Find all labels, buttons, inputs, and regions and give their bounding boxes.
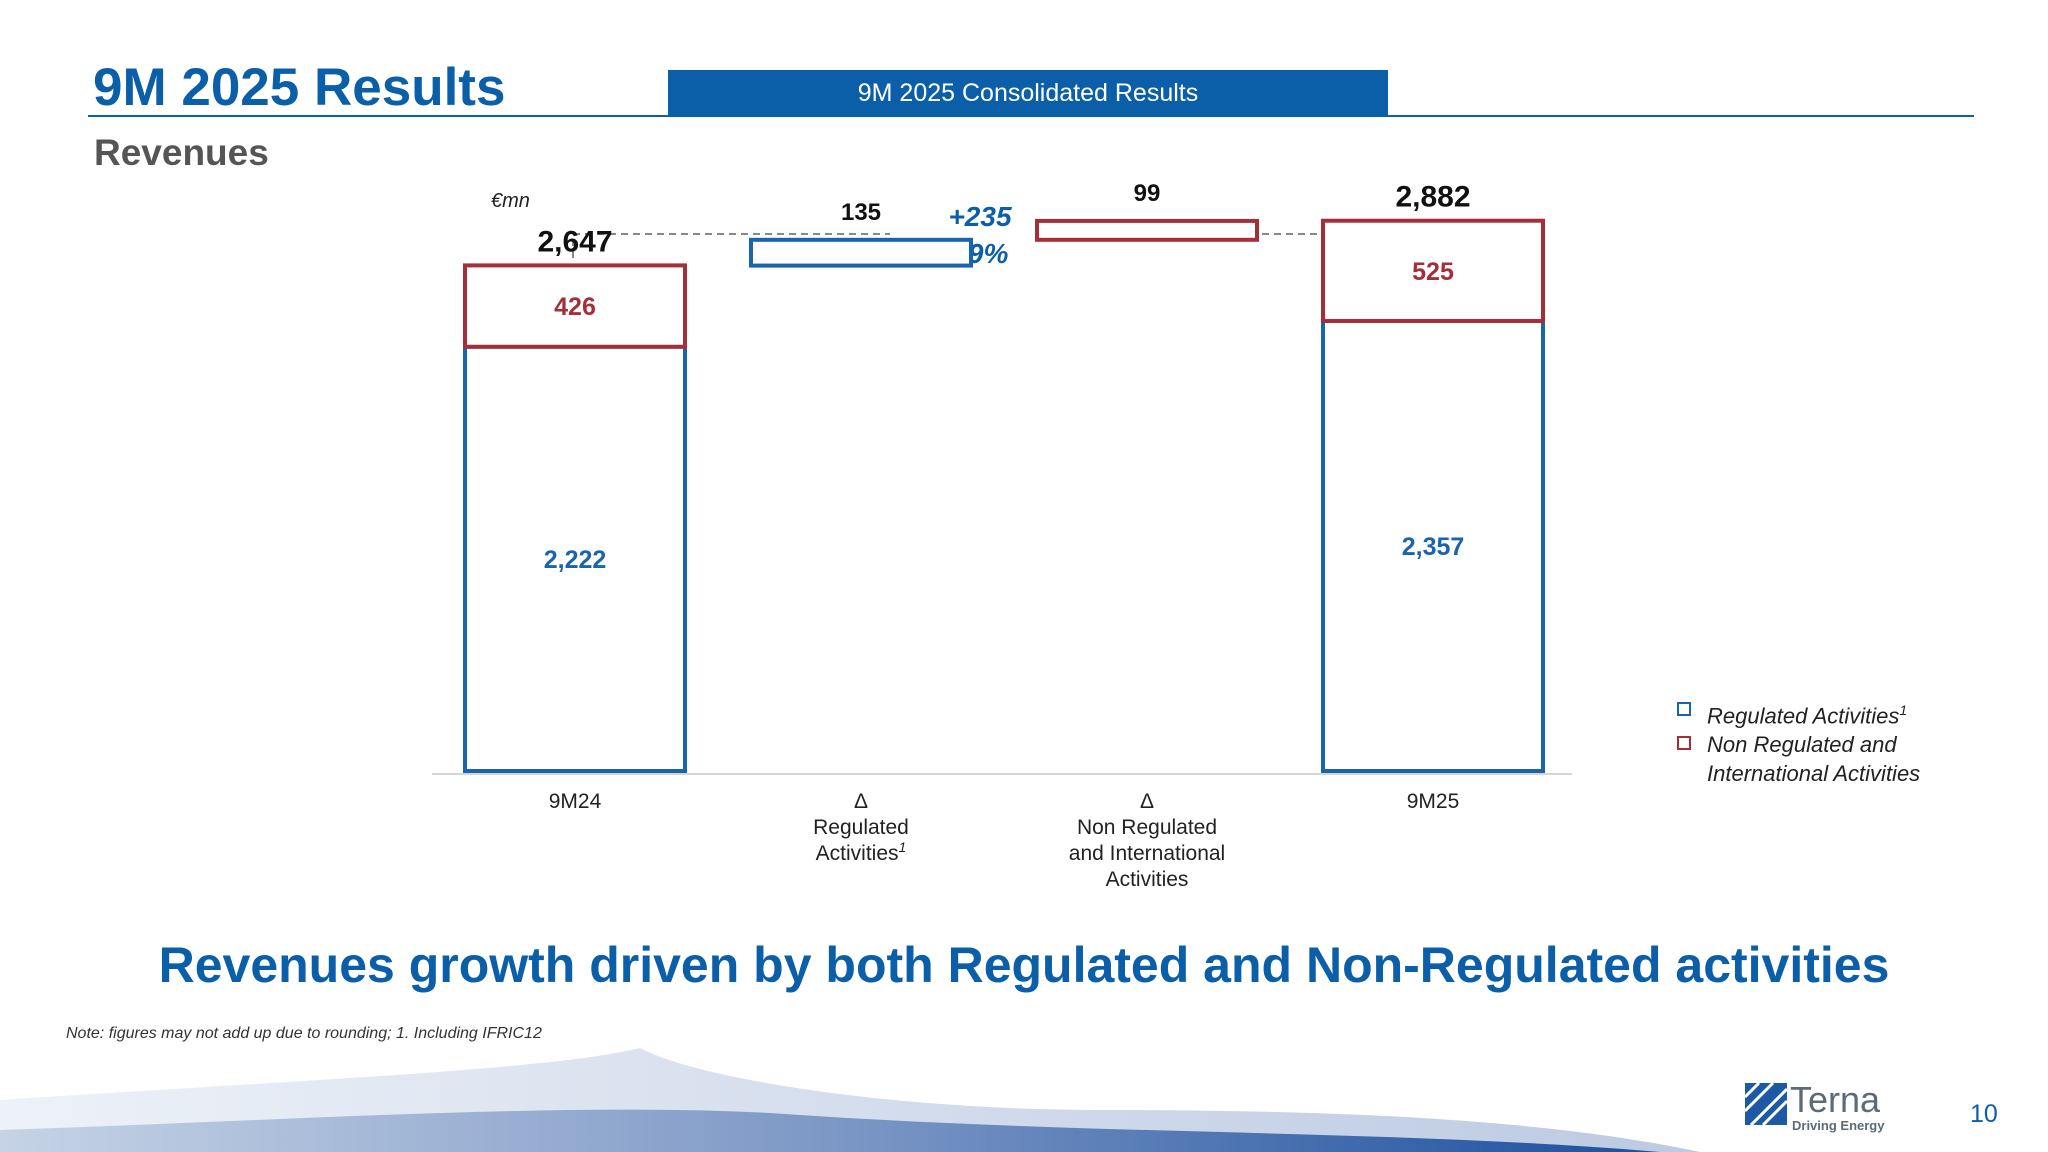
- bar-0-non-regulated-label: 426: [554, 293, 596, 321]
- legend-label-non-regulated-line2: International Activities: [1707, 761, 1921, 787]
- category-label-1-line-1: Regulated: [813, 816, 909, 839]
- footnote: Note: figures may not add up due to roun…: [66, 1025, 542, 1042]
- page-subtitle: Revenues: [94, 132, 269, 173]
- category-footnote-marker: 1: [899, 839, 907, 855]
- bar-2-delta-label: 99: [1134, 180, 1161, 207]
- bar-2-delta: [1035, 218, 1259, 242]
- bar-3-non-regulated: [1321, 218, 1545, 323]
- terna-logo-icon: [1745, 1083, 1787, 1125]
- category-label-3-line-0: 9M25: [1407, 790, 1460, 813]
- unit-label: €mn: [491, 190, 530, 212]
- chart-legend: Regulated Activities1 Non Regulated and …: [1677, 696, 1920, 788]
- legend-swatch-non-regulated: [1677, 736, 1691, 751]
- legend-item-regulated: Regulated Activities1: [1677, 696, 1920, 730]
- brand-name: Terna: [1790, 1079, 1881, 1120]
- key-message: Revenues growth driven by both Regulated…: [158, 937, 1890, 993]
- bar-1-delta: [749, 237, 973, 268]
- bar-0-total-label: 2,647: [537, 225, 612, 258]
- bar-3-regulated-label: 2,357: [1402, 533, 1465, 561]
- category-label-2-line-3: Activities: [1106, 868, 1189, 891]
- category-label-2-line-2: and International: [1069, 842, 1225, 865]
- section-band: 9M 2025 Consolidated Results: [668, 70, 1388, 116]
- variation-absolute: +235: [948, 201, 1011, 232]
- legend-item-non-regulated: Non Regulated and International Activiti…: [1677, 730, 1920, 788]
- legend-label-regulated: Regulated Activities: [1707, 703, 1900, 729]
- bars-layer: [463, 218, 1545, 773]
- bar-0-non-regulated: [463, 263, 687, 349]
- legend-label-non-regulated: Non Regulated and: [1707, 732, 1897, 758]
- legend-swatch-regulated: [1677, 702, 1691, 716]
- category-label-1-line-2: Activities1: [816, 839, 907, 865]
- category-label-0-line-0: 9M24: [549, 790, 602, 813]
- bar-1-delta-label: 135: [841, 199, 881, 226]
- page-number: 10: [1970, 1100, 1998, 1128]
- category-label-1-line-0: Δ: [854, 790, 868, 813]
- bar-0-regulated-label: 2,222: [544, 546, 607, 574]
- page-title: 9M 2025 Results: [93, 58, 506, 117]
- category-label-2-line-1: Non Regulated: [1077, 816, 1217, 839]
- revenues-waterfall-chart: €mn +235 +9% 2,2224262,6479M24135ΔRegula…: [432, 180, 1572, 891]
- section-band-label: 9M 2025 Consolidated Results: [857, 78, 1199, 107]
- header-divider: [88, 115, 1974, 117]
- variation-bracket-left: [572, 233, 890, 258]
- legend-footnote-marker: 1: [1899, 702, 1908, 718]
- decorative-wave: [0, 1048, 1700, 1152]
- bar-3-regulated: [1321, 318, 1545, 773]
- bar-0-regulated: [463, 344, 687, 773]
- category-label-2-line-0: Δ: [1140, 790, 1154, 813]
- brand-tagline: Driving Energy: [1792, 1118, 1885, 1133]
- bar-3-total-label: 2,882: [1395, 181, 1470, 214]
- labels-layer: 2,2224262,6479M24135ΔRegulatedActivities…: [537, 180, 1470, 891]
- bar-3-non-regulated-label: 525: [1412, 258, 1454, 286]
